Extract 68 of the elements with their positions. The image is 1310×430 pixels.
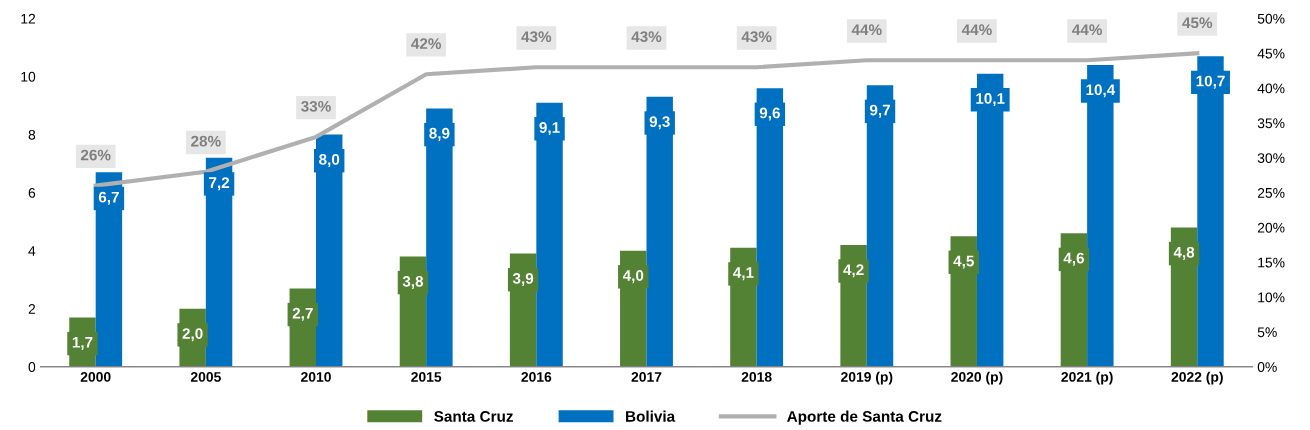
data-label: 8,9 (429, 127, 450, 141)
y2-tick-label: 0% (1257, 362, 1277, 372)
data-label: 43% (521, 31, 552, 43)
y-tick-label: 12 (21, 13, 36, 24)
y2-tick-label: 25% (1257, 187, 1285, 198)
data-label: 42% (411, 38, 442, 49)
data-label: 4,1 (733, 267, 754, 281)
data-label: 4,0 (622, 270, 644, 284)
y2-tick-label: 45% (1257, 48, 1285, 59)
data-label: 9,1 (539, 122, 560, 136)
data-label: 10,7 (1196, 75, 1225, 89)
legend-label: Aporte de Santa Cruz (787, 410, 942, 425)
data-label: 3,9 (512, 273, 534, 287)
data-label: 43% (741, 31, 772, 43)
data-label: 4,2 (843, 264, 864, 278)
y-tick-label: 4 (28, 246, 36, 256)
y2-tick-label: 20% (1257, 222, 1285, 233)
data-label: 2,7 (292, 307, 313, 321)
y-tick-label: 8 (28, 129, 36, 140)
data-label: 9,7 (869, 104, 890, 118)
y-tick-label: 10 (21, 71, 36, 82)
x-tick-label: 2010 (301, 372, 331, 382)
x-tick-label: 2019 (p) (841, 371, 893, 385)
y2-tick-label: 35% (1257, 118, 1285, 129)
data-label: 26% (80, 149, 111, 161)
data-label: 43% (631, 31, 662, 43)
y2-tick-label: 10% (1258, 292, 1285, 303)
bar (426, 108, 453, 367)
x-tick-label: 2015 (411, 372, 442, 382)
data-label: 4,8 (1173, 246, 1195, 260)
y-tick-label: 0 (28, 362, 36, 372)
y-tick-label: 6 (28, 187, 36, 198)
x-tick-label: 2005 (190, 372, 221, 382)
data-label: 3,8 (402, 275, 424, 289)
y2-tick-label: 15% (1258, 257, 1285, 268)
bar (646, 96, 673, 367)
data-label: 10,1 (976, 93, 1005, 107)
bar (536, 102, 563, 367)
y2-tick-label: 40% (1257, 83, 1285, 94)
data-label: 4,5 (953, 255, 974, 269)
data-label: 28% (191, 135, 221, 147)
data-label: 33% (301, 100, 331, 112)
data-label: 9,6 (759, 107, 780, 121)
x-tick-label: 2000 (80, 372, 111, 382)
y2-tick-label: 50% (1257, 13, 1285, 24)
legend-label: Santa Cruz (434, 411, 513, 422)
y2-tick-label: 30% (1257, 153, 1285, 163)
data-label: 6,7 (98, 191, 119, 205)
data-label: 10,4 (1086, 84, 1116, 98)
data-label: 45% (1182, 17, 1213, 29)
data-label: 44% (961, 24, 992, 36)
data-label: 9,3 (649, 116, 670, 130)
x-tick-label: 2021 (p) (1061, 371, 1113, 385)
x-tick-label: 2017 (631, 372, 662, 382)
data-label: 8,0 (319, 154, 340, 168)
data-label: 44% (851, 24, 882, 36)
data-label: 2,0 (182, 328, 203, 342)
data-label: 1,7 (72, 337, 93, 350)
data-label: 7,2 (209, 177, 230, 191)
x-tick-label: 2020 (p) (951, 371, 1003, 385)
data-label: 4,6 (1063, 252, 1084, 266)
y-tick-label: 2 (28, 304, 36, 314)
y2-tick-label: 5% (1257, 327, 1277, 338)
x-tick-label: 2016 (521, 372, 552, 382)
x-tick-label: 2022 (p) (1171, 371, 1223, 385)
x-tick-label: 2018 (741, 372, 772, 382)
legend-label: Bolivia (626, 410, 676, 422)
data-label: 44% (1072, 24, 1103, 36)
